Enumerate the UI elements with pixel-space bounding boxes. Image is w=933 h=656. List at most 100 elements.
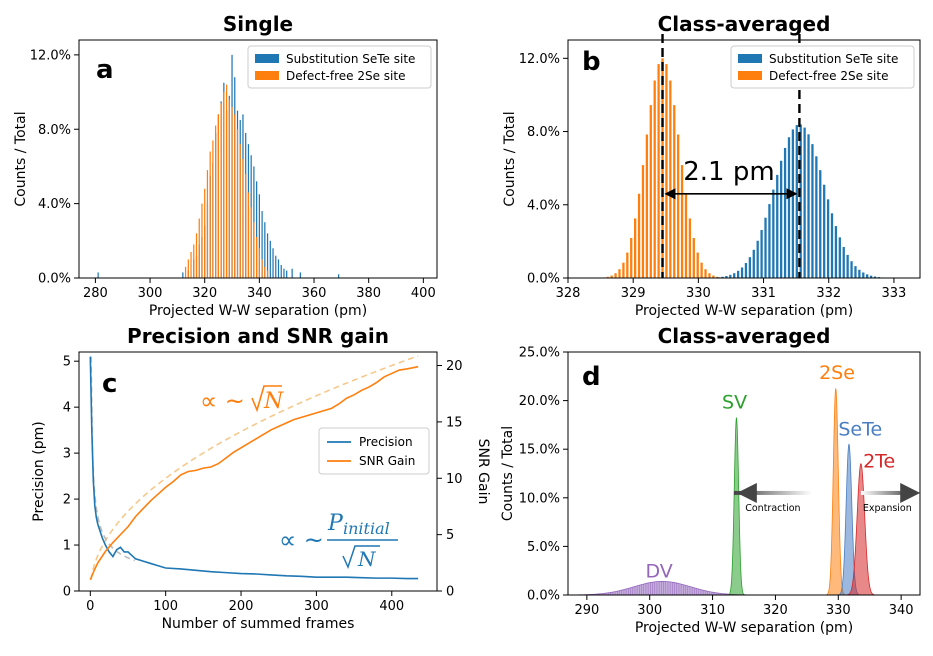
x-tick-label: 329 (621, 286, 646, 301)
bar-blue (264, 222, 266, 278)
bar-blue (850, 261, 853, 278)
bar-blue (729, 274, 732, 278)
x-tick-label: 300 (304, 599, 329, 614)
bar-blue (819, 170, 822, 278)
legend-swatch (738, 71, 762, 80)
y-tick-label: 4 (63, 401, 71, 416)
formula-radicand: N (357, 547, 377, 571)
bar-blue (756, 240, 759, 278)
bar-blue (803, 127, 806, 278)
bars (583, 58, 896, 279)
bar-blue (862, 272, 865, 278)
bar-orange (264, 266, 266, 278)
fit-line (90, 356, 136, 562)
chart-title: Class-averaged (658, 12, 831, 36)
x-axis-label: Number of summed frames (162, 616, 355, 632)
x-tick-label: 300 (637, 603, 662, 618)
series-line-orange (89, 365, 419, 581)
bar-blue (748, 257, 752, 278)
bar-blue (842, 246, 845, 278)
fit-line (90, 355, 419, 580)
bar-blue (866, 274, 869, 278)
bar-blue (787, 137, 791, 278)
bar-blue (744, 263, 748, 278)
contraction-bar (733, 490, 812, 495)
y-axis-label: Counts / Total (500, 426, 516, 521)
bar-orange (653, 80, 656, 279)
y-tick-label: 10.0% (519, 491, 560, 506)
x-tick-label: 320 (763, 603, 788, 618)
bars (97, 54, 340, 278)
y-tick-label: 20.0% (519, 394, 560, 409)
bar-blue (258, 194, 260, 278)
bar-orange (684, 193, 688, 278)
bar-orange (215, 125, 217, 278)
radical-sign (342, 545, 380, 570)
formula-bottom: ∝ ~P initial N (279, 511, 398, 571)
y-tick-label: 2 (63, 493, 71, 508)
lines (89, 355, 419, 581)
formula-prefix: ∝ ~ (200, 387, 245, 415)
legend-swatch (255, 54, 279, 63)
series-line-blue (89, 356, 419, 580)
legend-box (247, 45, 432, 89)
formula-subscript: initial (343, 519, 390, 538)
x-tick-label: 300 (138, 286, 163, 301)
bar-orange (696, 252, 699, 278)
bar-blue (815, 156, 818, 278)
bar-blue (286, 270, 288, 278)
formula-top: ∝ ~ N (200, 385, 284, 415)
bar-orange (225, 84, 228, 278)
bar-orange (680, 165, 684, 278)
bar-blue (780, 160, 783, 278)
x-tick-label: 400 (411, 286, 436, 301)
bar-blue (291, 268, 293, 278)
bar-orange (712, 275, 715, 278)
bar-orange (190, 251, 192, 278)
y2-tick-label: 0 (446, 585, 454, 600)
bar-orange (242, 159, 244, 278)
bar-orange (614, 273, 617, 278)
bar-orange (258, 248, 260, 278)
y-tick-label: 0 (63, 585, 71, 600)
expansion-bar (860, 490, 913, 495)
panel-letter: c (102, 369, 117, 399)
bar-orange (665, 64, 668, 278)
plot-frame (567, 39, 921, 279)
bar-orange (245, 173, 247, 278)
formula-radicand: N (263, 389, 284, 414)
plot-frame (78, 351, 438, 592)
y-tick-label: 12.0% (519, 52, 560, 67)
distribution-2Te (845, 463, 877, 595)
bar-blue (736, 270, 740, 278)
bar-blue (721, 276, 724, 278)
bar-orange (692, 238, 695, 278)
x-tick-label: 320 (192, 286, 217, 301)
x-tick-label: 290 (574, 603, 599, 618)
bar-blue (299, 272, 301, 278)
legend-label: Precision (359, 435, 413, 449)
bar-orange (206, 170, 209, 278)
chart-title: Class-averaged (658, 324, 831, 348)
radical-sign (251, 385, 282, 413)
bar-orange (209, 151, 211, 278)
plot-frame (78, 39, 438, 279)
bar-orange (187, 259, 189, 278)
bar-blue (854, 266, 857, 278)
bar-blue (776, 174, 779, 278)
bar-orange (261, 259, 263, 278)
bar-orange (630, 238, 633, 278)
y-tick-label: 5.0% (527, 540, 560, 555)
bar-orange (253, 222, 255, 278)
panel-letter: d (582, 362, 601, 392)
bar-orange (247, 192, 250, 278)
bar-orange (641, 165, 645, 278)
y-tick-label: 25.0% (519, 346, 560, 361)
areas (568, 387, 877, 595)
bar-orange (708, 273, 711, 278)
legend-box (730, 45, 915, 89)
bar-orange (212, 140, 214, 278)
bar-blue (826, 199, 830, 278)
